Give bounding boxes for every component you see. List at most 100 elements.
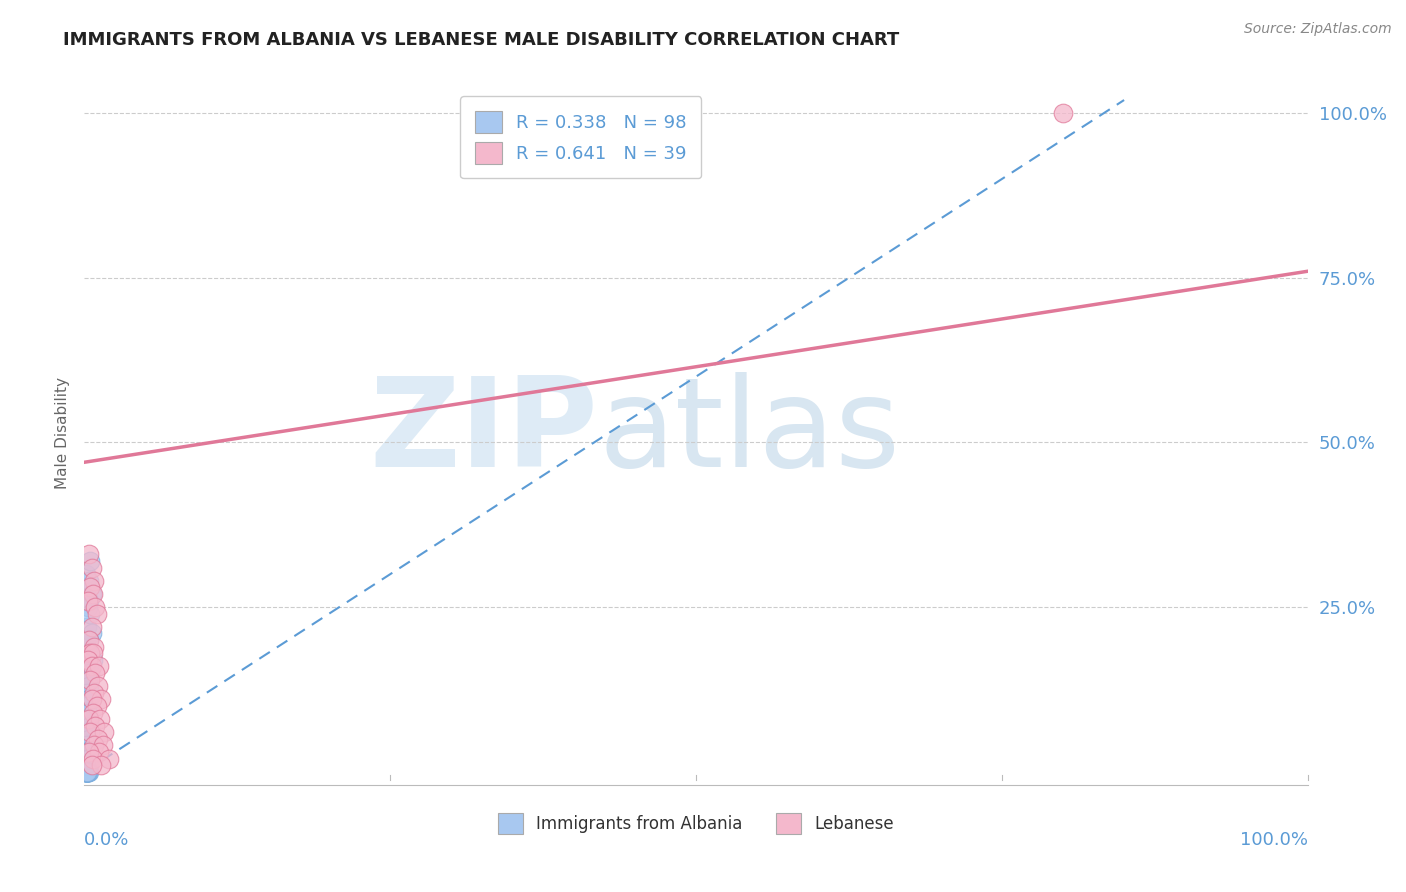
Point <box>77 764 100 779</box>
Point <box>77 673 100 687</box>
Point <box>77 731 100 746</box>
Point <box>75 679 97 693</box>
Point <box>77 731 100 746</box>
Point <box>75 686 97 700</box>
Point <box>93 725 115 739</box>
Point <box>82 706 104 720</box>
Point <box>77 646 100 660</box>
Point <box>76 758 98 772</box>
Point <box>82 751 104 765</box>
Point <box>90 692 112 706</box>
Point <box>76 758 98 772</box>
Point <box>79 646 101 660</box>
Point <box>76 764 98 779</box>
Point <box>77 692 100 706</box>
Point <box>87 679 110 693</box>
Point <box>79 554 101 568</box>
Point <box>77 593 100 607</box>
Point <box>80 560 103 574</box>
Point <box>77 751 100 765</box>
Point <box>76 731 98 746</box>
Point <box>77 731 100 746</box>
Point <box>75 751 97 765</box>
Point <box>76 745 98 759</box>
Point <box>76 751 98 765</box>
Point <box>77 646 100 660</box>
Point <box>75 751 97 765</box>
Point <box>76 620 98 634</box>
Point <box>86 607 108 621</box>
Point <box>77 764 100 779</box>
Point <box>83 686 105 700</box>
Point <box>76 712 98 726</box>
Point <box>77 745 100 759</box>
Point <box>83 640 105 654</box>
Point <box>75 758 97 772</box>
Point <box>77 758 100 772</box>
Point <box>76 745 98 759</box>
Point <box>87 745 110 759</box>
Point <box>75 764 97 779</box>
Point <box>75 758 97 772</box>
Point <box>79 581 101 595</box>
Point <box>80 587 103 601</box>
Point <box>79 607 101 621</box>
Point <box>75 751 97 765</box>
Point <box>75 731 97 746</box>
Point <box>75 745 97 759</box>
Point <box>77 593 100 607</box>
Point <box>75 731 97 746</box>
Point <box>80 659 103 673</box>
Point <box>80 758 103 772</box>
Point <box>76 698 98 713</box>
Point <box>77 679 100 693</box>
Text: 100.0%: 100.0% <box>1240 830 1308 849</box>
Point <box>80 626 103 640</box>
Point <box>76 758 98 772</box>
Point <box>77 548 100 562</box>
Point <box>75 567 97 582</box>
Point <box>75 653 97 667</box>
Point <box>84 665 107 680</box>
Point <box>83 739 105 753</box>
Point <box>75 764 97 779</box>
Point <box>77 692 100 706</box>
Point <box>76 758 98 772</box>
Point <box>84 719 107 733</box>
Point <box>79 719 101 733</box>
Point <box>77 751 100 765</box>
Point <box>76 739 98 753</box>
Point <box>79 673 101 687</box>
Point <box>77 745 100 759</box>
Point <box>76 698 98 713</box>
Text: Source: ZipAtlas.com: Source: ZipAtlas.com <box>1244 22 1392 37</box>
Point <box>76 581 98 595</box>
Point <box>90 758 112 772</box>
Point <box>75 739 97 753</box>
Point <box>76 640 98 654</box>
Point <box>1052 106 1074 120</box>
Point <box>77 758 100 772</box>
Point <box>77 764 100 779</box>
Point <box>75 659 97 673</box>
Point <box>76 751 98 765</box>
Point <box>76 745 98 759</box>
Point <box>75 745 97 759</box>
Point <box>77 633 100 648</box>
Point <box>75 712 97 726</box>
Point <box>87 731 110 746</box>
Point <box>75 764 97 779</box>
Point <box>75 719 97 733</box>
Point <box>76 725 98 739</box>
Point <box>76 758 98 772</box>
Point <box>75 593 97 607</box>
Point <box>77 633 100 648</box>
Point <box>84 600 107 615</box>
Point <box>79 665 101 680</box>
Point <box>76 739 98 753</box>
Point <box>75 633 97 648</box>
Point <box>82 653 104 667</box>
Point <box>80 620 103 634</box>
Point <box>77 764 100 779</box>
Point <box>76 686 98 700</box>
